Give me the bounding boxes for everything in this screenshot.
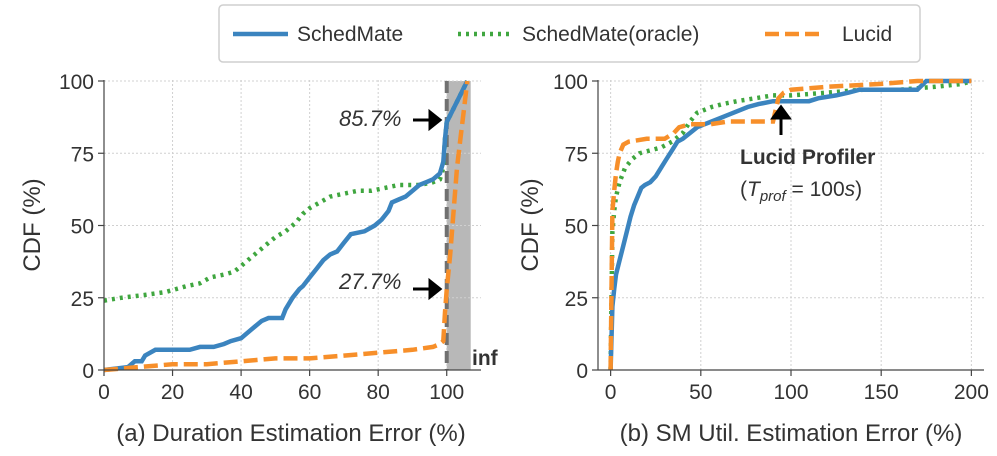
chart-b-grid [598, 80, 984, 371]
chart-b-annotation-formula: (Tprof = 100s) [740, 178, 862, 205]
chart-b-series-oracle [608, 78, 973, 371]
chart-b-caption: (b) SM Util. Estimation Error (%) [620, 420, 963, 447]
chart-b-y-label: CDF (%) [517, 178, 544, 271]
chart-a-arrow-upper [413, 108, 443, 132]
chart-a-annotation-lower: 27.7% [338, 269, 401, 294]
a-ytick-label: 50 [71, 216, 94, 239]
chart-a-series-schedmate [103, 79, 470, 373]
chart-a-inf-label: inf [472, 347, 499, 370]
a-xtick-label: 0 [98, 381, 110, 404]
chart-b-x-ticks: 0 50 100 150 200 [605, 370, 989, 404]
chart-b-y-ticks: 0 25 50 75 100 [553, 71, 598, 383]
legend: SchedMate SchedMate(oracle) Lucid [218, 4, 921, 63]
a-ytick-label: 25 [71, 288, 94, 311]
a-xtick-label: 60 [298, 381, 321, 404]
chart-a-shaded-region [446, 81, 471, 370]
chart-a-arrow-lower [413, 277, 443, 301]
legend-label-lucid: Lucid [842, 23, 892, 46]
chart-a-caption: (a) Duration Estimation Error (%) [116, 420, 465, 447]
a-ytick-label: 75 [71, 143, 94, 166]
legend-label-oracle: SchedMate(oracle) [522, 23, 699, 46]
chart-a-y-ticks: 0 25 50 75 100 [59, 71, 104, 383]
a-ytick-label: 100 [59, 71, 94, 94]
a-xtick-label: 40 [229, 381, 252, 404]
chart-a-series-lucid [103, 80, 470, 373]
a-ytick-label: 0 [82, 360, 94, 383]
b-ytick-label: 50 [565, 216, 588, 239]
a-xtick-label: 20 [161, 381, 184, 404]
b-ytick-label: 100 [553, 71, 588, 94]
chart-b: 0 25 50 75 100 0 50 100 150 200 Lucid Profiler (… [517, 71, 989, 447]
b-xtick-label: 150 [864, 381, 899, 404]
b-ytick-label: 0 [576, 360, 588, 383]
b-xtick-label: 100 [773, 381, 808, 404]
chart-a-x-ticks: 0 20 40 60 80 100 [98, 370, 464, 404]
chart-b-annotation-title: Lucid Profiler [740, 146, 875, 169]
chart-b-annotation-arrow [770, 104, 792, 135]
chart-a-y-label: CDF (%) [19, 178, 46, 271]
b-ytick-label: 75 [565, 143, 588, 166]
chart-b-series-schedmate [608, 78, 972, 371]
chart-b-series-lucid [608, 78, 972, 371]
chart-a-annotation-upper: 85.7% [339, 106, 401, 131]
b-xtick-label: 0 [605, 381, 617, 404]
legend-label-schedmate: SchedMate [297, 23, 403, 46]
b-ytick-label: 25 [565, 288, 588, 311]
b-xtick-label: 200 [954, 381, 989, 404]
a-xtick-label: 100 [429, 381, 464, 404]
a-xtick-label: 80 [367, 381, 390, 404]
b-xtick-label: 50 [689, 381, 712, 404]
legend-box [218, 4, 921, 63]
